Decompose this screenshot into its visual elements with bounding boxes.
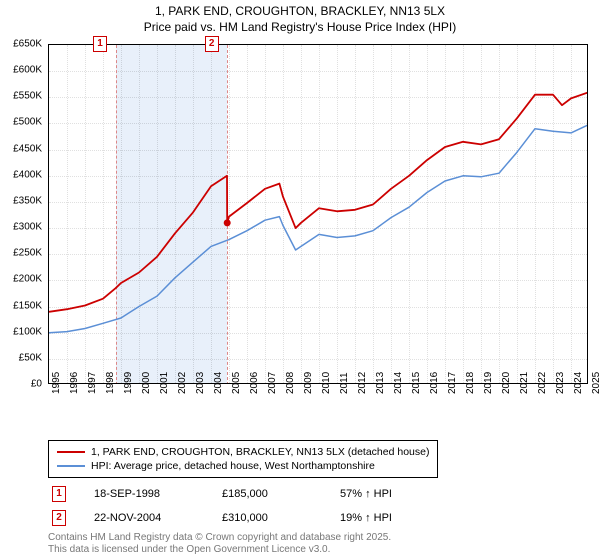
series-hpi — [49, 125, 588, 333]
series-price-paid — [49, 92, 588, 312]
sale-marker: 1 — [52, 486, 66, 502]
x-axis-label: 2008 — [285, 372, 296, 394]
y-axis-label: £200K — [13, 274, 42, 285]
x-axis-label: 2006 — [249, 372, 260, 394]
sale-dot — [224, 219, 231, 226]
plot-area — [48, 44, 588, 384]
x-axis-label: 2018 — [465, 372, 476, 394]
y-axis-label: £400K — [13, 169, 42, 180]
x-axis-label: 2012 — [357, 372, 368, 394]
sale-date: 18-SEP-1998 — [94, 488, 194, 500]
legend-label: 1, PARK END, CROUGHTON, BRACKLEY, NN13 5… — [91, 446, 429, 458]
sale-date: 22-NOV-2004 — [94, 512, 194, 524]
x-axis-label: 2015 — [411, 372, 422, 394]
x-axis-label: 2025 — [591, 372, 600, 394]
legend-box: 1, PARK END, CROUGHTON, BRACKLEY, NN13 5… — [48, 440, 438, 478]
line-canvas — [49, 45, 588, 384]
title-line2: Price paid vs. HM Land Registry's House … — [0, 20, 600, 36]
legend-label: HPI: Average price, detached house, West… — [91, 460, 375, 472]
chart: £0£50K£100K£150K£200K£250K£300K£350K£400… — [48, 44, 588, 408]
x-axis-label: 2023 — [555, 372, 566, 394]
sale-price: £185,000 — [222, 488, 312, 500]
x-axis-label: 2019 — [483, 372, 494, 394]
legend-row: HPI: Average price, detached house, West… — [57, 459, 429, 473]
y-axis-label: £550K — [13, 91, 42, 102]
x-axis-label: 1996 — [69, 372, 80, 394]
y-axis-label: £0 — [31, 379, 42, 390]
x-axis-label: 2005 — [231, 372, 242, 394]
legend-row: 1, PARK END, CROUGHTON, BRACKLEY, NN13 5… — [57, 445, 429, 459]
event-marker: 2 — [205, 36, 219, 52]
y-axis-label: £350K — [13, 195, 42, 206]
x-axis-label: 2007 — [267, 372, 278, 394]
x-axis-label: 2020 — [501, 372, 512, 394]
y-axis-label: £250K — [13, 248, 42, 259]
x-axis-label: 2001 — [159, 372, 170, 394]
legend-swatch — [57, 451, 85, 453]
x-axis-label: 2022 — [537, 372, 548, 394]
y-axis-label: £150K — [13, 300, 42, 311]
x-axis-label: 2014 — [393, 372, 404, 394]
x-axis-label: 2016 — [429, 372, 440, 394]
attribution-line1: Contains HM Land Registry data © Crown c… — [48, 532, 391, 544]
x-axis-label: 2010 — [321, 372, 332, 394]
sales-table: 1 18-SEP-1998 £185,000 57% ↑ HPI 2 22-NOV-200… — [48, 486, 588, 526]
attribution-line2: This data is licensed under the Open Gov… — [48, 544, 391, 556]
y-axis-label: £300K — [13, 222, 42, 233]
x-axis-label: 1997 — [87, 372, 98, 394]
x-axis-label: 2003 — [195, 372, 206, 394]
x-axis-label: 1998 — [105, 372, 116, 394]
x-axis-label: 2011 — [339, 372, 350, 394]
event-marker: 1 — [93, 36, 107, 52]
sale-delta: 57% ↑ HPI — [340, 488, 392, 500]
title-line1: 1, PARK END, CROUGHTON, BRACKLEY, NN13 5… — [0, 4, 600, 20]
sale-price: £310,000 — [222, 512, 312, 524]
chart-title: 1, PARK END, CROUGHTON, BRACKLEY, NN13 5… — [0, 0, 600, 35]
x-axis-label: 2017 — [447, 372, 458, 394]
x-axis-label: 2013 — [375, 372, 386, 394]
y-axis-label: £500K — [13, 117, 42, 128]
sale-row: 2 22-NOV-2004 £310,000 19% ↑ HPI — [48, 510, 588, 526]
x-axis-label: 1999 — [123, 372, 134, 394]
y-axis-label: £450K — [13, 143, 42, 154]
x-axis-label: 2021 — [519, 372, 530, 394]
y-axis-label: £650K — [13, 39, 42, 50]
x-axis-label: 2024 — [573, 372, 584, 394]
y-axis-label: £600K — [13, 65, 42, 76]
sale-marker: 2 — [52, 510, 66, 526]
sale-delta: 19% ↑ HPI — [340, 512, 392, 524]
legend-and-sales: 1, PARK END, CROUGHTON, BRACKLEY, NN13 5… — [48, 440, 588, 526]
x-axis-label: 2000 — [141, 372, 152, 394]
y-axis-label: £100K — [13, 326, 42, 337]
x-axis-label: 2004 — [213, 372, 224, 394]
legend-swatch — [57, 465, 85, 467]
sale-row: 1 18-SEP-1998 £185,000 57% ↑ HPI — [48, 486, 588, 502]
x-axis-label: 2002 — [177, 372, 188, 394]
x-axis-label: 2009 — [303, 372, 314, 394]
attribution: Contains HM Land Registry data © Crown c… — [48, 532, 391, 556]
x-axis-label: 1995 — [51, 372, 62, 394]
y-axis-label: £50K — [19, 352, 42, 363]
